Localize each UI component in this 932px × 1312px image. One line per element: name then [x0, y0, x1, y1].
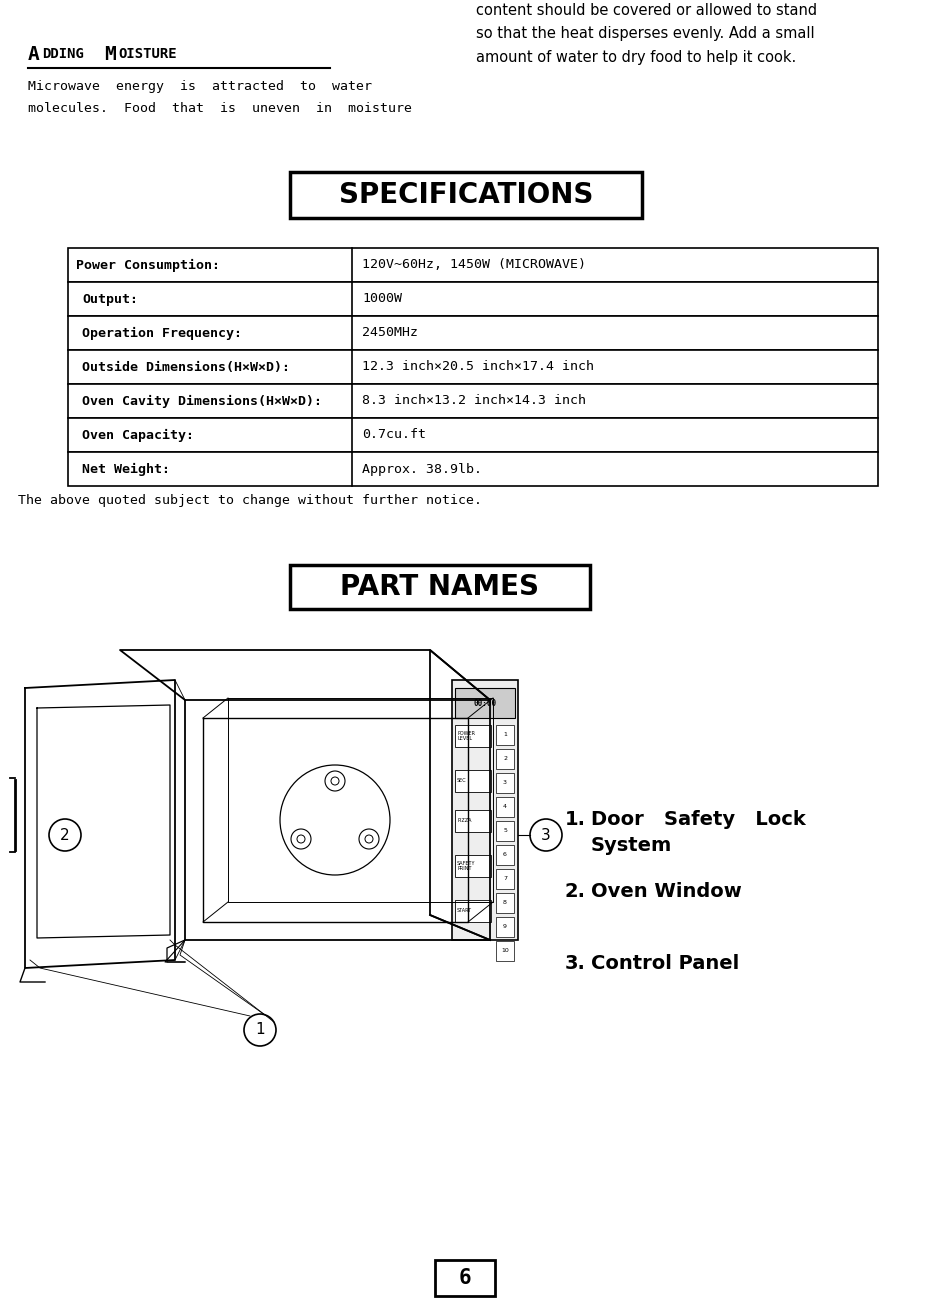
Text: 3: 3: [503, 781, 507, 786]
Bar: [496, 796, 514, 817]
Text: 6: 6: [459, 1267, 472, 1288]
Text: 6: 6: [503, 853, 507, 858]
Text: 2: 2: [61, 828, 70, 842]
Text: 0.7cu.ft: 0.7cu.ft: [362, 429, 426, 442]
Text: Oven Window: Oven Window: [591, 882, 742, 901]
Text: PIZZA: PIZZA: [457, 819, 472, 824]
Text: 4: 4: [503, 804, 507, 810]
Bar: [435, 1260, 495, 1296]
Text: 120V~60Hz, 1450W (MICROWAVE): 120V~60Hz, 1450W (MICROWAVE): [362, 258, 586, 272]
Text: 2: 2: [503, 757, 507, 761]
Bar: [290, 565, 590, 609]
Text: Control Panel: Control Panel: [591, 954, 739, 974]
Text: Output:: Output:: [82, 293, 138, 306]
Bar: [455, 726, 490, 747]
Text: Approx. 38.9lb.: Approx. 38.9lb.: [362, 463, 482, 475]
Bar: [68, 350, 878, 384]
Text: 7: 7: [503, 876, 507, 882]
Bar: [455, 810, 490, 832]
Bar: [68, 316, 878, 350]
Text: SAFETY
PRINT: SAFETY PRINT: [457, 861, 475, 871]
Text: SPECIFICATIONS: SPECIFICATIONS: [339, 181, 593, 209]
Bar: [68, 248, 878, 282]
Text: M: M: [104, 45, 116, 64]
Bar: [496, 821, 514, 841]
Bar: [68, 282, 878, 316]
Bar: [496, 749, 514, 769]
Text: 1.: 1.: [565, 810, 586, 829]
Bar: [68, 453, 878, 485]
Text: 5: 5: [503, 828, 507, 833]
Text: Microwave  energy  is  attracted  to  water
molecules.  Food  that  is  uneven  : Microwave energy is attracted to water m…: [28, 80, 412, 115]
Text: OISTURE: OISTURE: [118, 47, 177, 60]
Bar: [496, 917, 514, 937]
Bar: [290, 172, 642, 218]
Text: Net Weight:: Net Weight:: [82, 462, 170, 475]
Bar: [455, 687, 515, 718]
Bar: [496, 893, 514, 913]
Text: 10: 10: [501, 949, 509, 954]
Bar: [455, 770, 490, 792]
Text: content should be covered or allowed to stand
so that the heat disperses evenly.: content should be covered or allowed to …: [476, 3, 817, 64]
Text: Door   Safety   Lock
System: Door Safety Lock System: [591, 810, 806, 854]
Bar: [496, 773, 514, 792]
Bar: [496, 726, 514, 745]
Text: 3.: 3.: [565, 954, 586, 974]
Bar: [496, 845, 514, 865]
Text: A: A: [28, 45, 40, 64]
Text: SEC: SEC: [457, 778, 467, 783]
Text: 9: 9: [503, 925, 507, 929]
Bar: [68, 419, 878, 453]
Text: 2.: 2.: [565, 882, 586, 901]
Text: 2450MHz: 2450MHz: [362, 327, 418, 340]
Text: 3: 3: [541, 828, 551, 842]
Bar: [455, 900, 490, 922]
Bar: [496, 941, 514, 960]
Text: 12.3 inch×20.5 inch×17.4 inch: 12.3 inch×20.5 inch×17.4 inch: [362, 361, 594, 374]
Text: Oven Capacity:: Oven Capacity:: [82, 429, 194, 442]
Bar: [455, 855, 490, 876]
Text: Power Consumption:: Power Consumption:: [76, 258, 220, 272]
Text: 1000W: 1000W: [362, 293, 402, 306]
Text: The above quoted subject to change without further notice.: The above quoted subject to change witho…: [18, 495, 482, 506]
Text: 8: 8: [503, 900, 507, 905]
Text: Outside Dimensions(H×W×D):: Outside Dimensions(H×W×D):: [82, 361, 290, 374]
Text: Operation Frequency:: Operation Frequency:: [82, 327, 242, 340]
Text: Oven Cavity Dimensions(H×W×D):: Oven Cavity Dimensions(H×W×D):: [82, 395, 322, 408]
Bar: [496, 869, 514, 890]
Text: PART NAMES: PART NAMES: [340, 573, 540, 601]
Text: 1: 1: [503, 732, 507, 737]
Text: DDING: DDING: [42, 47, 84, 60]
Text: START: START: [457, 908, 473, 913]
Bar: [452, 680, 518, 939]
Text: 8.3 inch×13.2 inch×14.3 inch: 8.3 inch×13.2 inch×14.3 inch: [362, 395, 586, 408]
Text: 1: 1: [255, 1022, 265, 1038]
Bar: [68, 384, 878, 419]
Text: POWER
LEVEL: POWER LEVEL: [457, 731, 475, 741]
Text: 00:00: 00:00: [473, 698, 497, 707]
